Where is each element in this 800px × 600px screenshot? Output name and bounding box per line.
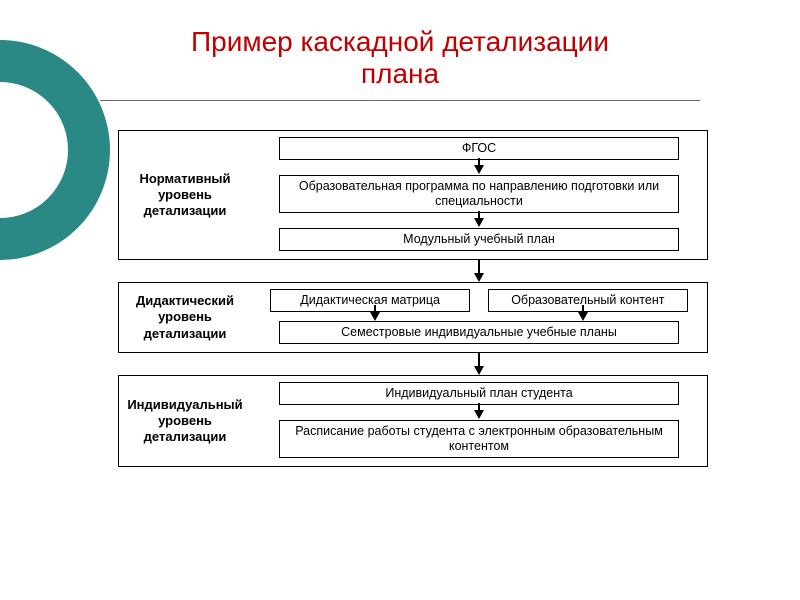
- box: Индивидуальный план студента: [279, 382, 679, 405]
- level-2: Индивидуальный уровень детализацииИндиви…: [118, 375, 708, 467]
- decorative-ring: [0, 40, 110, 260]
- level-body: Дидактическая матрица Образовательный кон…: [251, 283, 707, 352]
- arrow-down-icon: [578, 312, 588, 321]
- arrow-spacer: [474, 411, 484, 419]
- arrow-down-icon: [474, 410, 484, 419]
- arrow-down-icon: [474, 165, 484, 174]
- arrow-down-icon: [474, 366, 484, 375]
- box: Семестровые индивидуальные учебные планы: [279, 321, 679, 344]
- level-body: ФГОС Образовательная программа по направл…: [251, 131, 707, 259]
- box: Образовательный контент: [488, 289, 688, 312]
- arrow-down-icon: [474, 218, 484, 227]
- box-pair-row: Дидактическая матрица Образовательный кон…: [270, 289, 687, 312]
- level-label: Нормативный уровень детализации: [119, 131, 251, 259]
- level-0: Нормативный уровень детализации ФГОС Образ…: [118, 130, 708, 260]
- box: ФГОС: [279, 137, 679, 160]
- box: Расписание работы студента с электронным…: [279, 420, 679, 458]
- box: Дидактическая матрица: [270, 289, 470, 312]
- level-1: Дидактический уровень детализации Дидакти…: [118, 282, 708, 353]
- box: Модульный учебный план: [279, 228, 679, 251]
- inter-level-arrow: [250, 353, 708, 375]
- level-body: Индивидуальный план студента Расписание р…: [251, 376, 707, 466]
- arrow-spacer: [474, 166, 484, 174]
- arrow-down-icon: [370, 312, 380, 321]
- box: Образовательная программа по направлению…: [279, 175, 679, 213]
- level-label: Индивидуальный уровень детализации: [119, 376, 251, 466]
- cascade-diagram: Нормативный уровень детализации ФГОС Образ…: [118, 130, 708, 467]
- arrow-down-icon: [474, 273, 484, 282]
- level-label: Дидактический уровень детализации: [119, 283, 251, 352]
- inter-level-arrow: [250, 260, 708, 282]
- arrow-pair: [270, 312, 687, 321]
- arrow-spacer: [474, 219, 484, 227]
